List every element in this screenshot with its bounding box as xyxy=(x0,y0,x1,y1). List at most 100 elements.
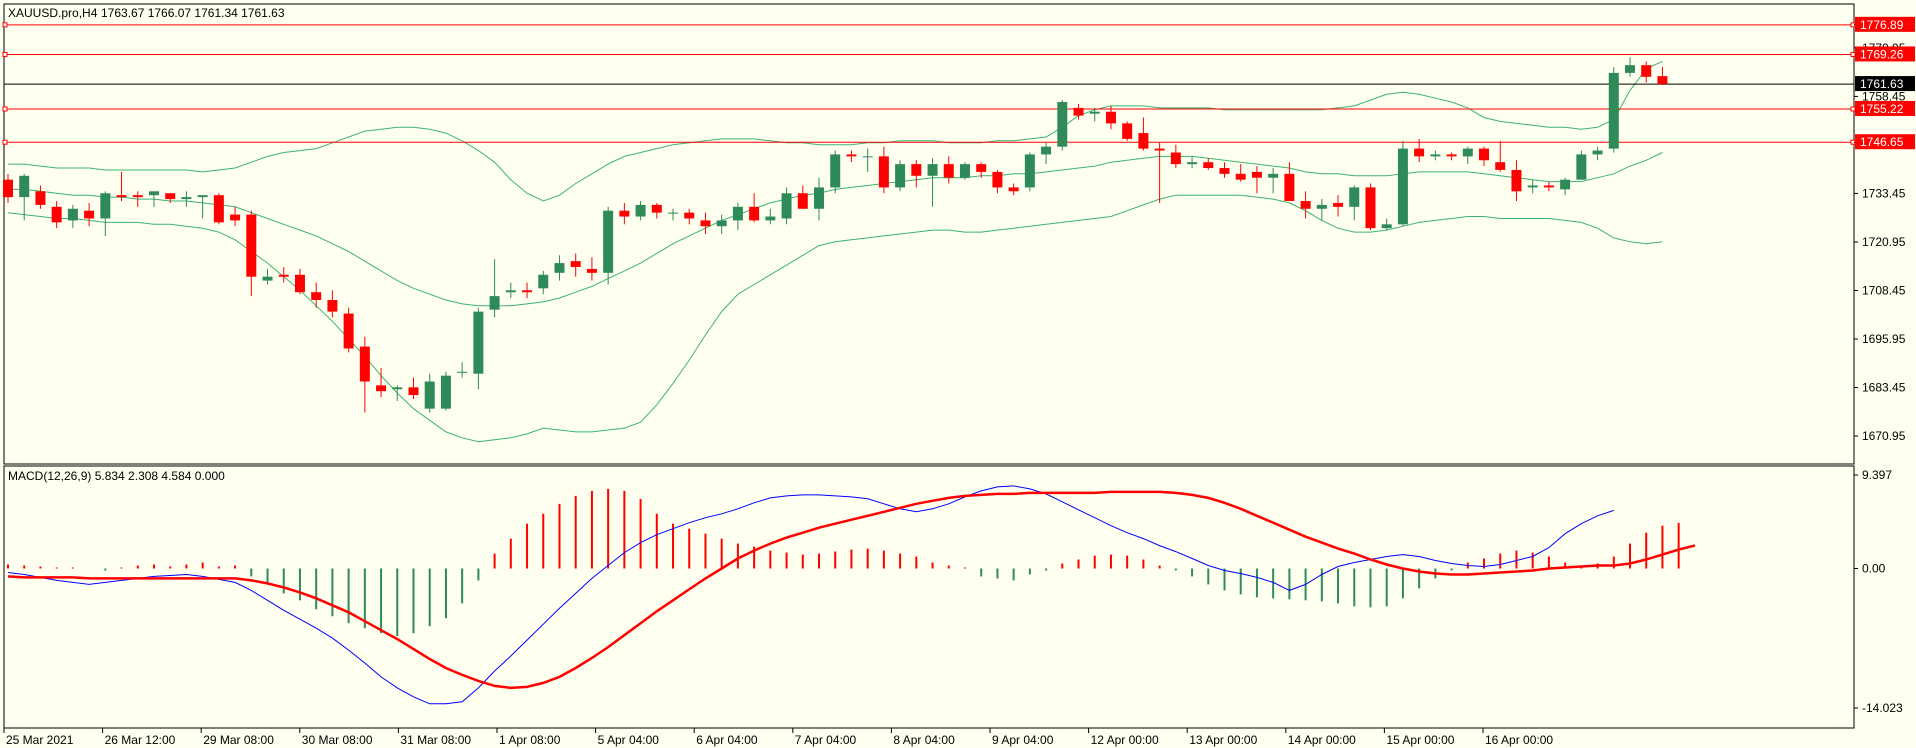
time-axis-label: 7 Apr 04:00 xyxy=(795,733,857,747)
candle-body xyxy=(651,204,662,213)
candle-body xyxy=(1479,148,1490,161)
candle-body xyxy=(1657,76,1668,85)
price-axis-label: 1670.95 xyxy=(1862,429,1906,443)
candle-body xyxy=(1560,179,1571,190)
macd-lines xyxy=(7,485,1696,705)
candle-body xyxy=(976,164,987,172)
candle-body xyxy=(165,193,176,200)
candle-body xyxy=(3,179,13,198)
candle-body xyxy=(262,276,273,281)
candle-body xyxy=(343,313,354,349)
candle-body xyxy=(959,164,970,178)
price-axis-label: 1708.45 xyxy=(1862,283,1906,297)
candle-body xyxy=(100,193,111,219)
candle-body xyxy=(814,187,824,209)
candle-body xyxy=(457,371,468,373)
price-level-handle xyxy=(1850,51,1856,57)
candle-body xyxy=(1203,162,1214,169)
candle-body xyxy=(1625,65,1635,73)
candle-body xyxy=(1462,148,1473,157)
time-axis-label: 25 Mar 2021 xyxy=(6,733,74,747)
candle-body xyxy=(1333,202,1344,207)
chart-ohlc-label: 1763.67 1766.07 1761.34 1761.63 xyxy=(101,6,285,20)
chart-symbol-label: XAUUSD.pro,H4 xyxy=(8,6,98,20)
macd-signal-line xyxy=(7,490,1696,690)
price-level-label-box xyxy=(1855,46,1915,62)
candle-body xyxy=(1316,204,1327,209)
candle-body xyxy=(51,206,62,223)
candle-body xyxy=(1089,111,1100,114)
candle-body xyxy=(327,299,338,312)
candle-body xyxy=(895,164,906,188)
time-axis-label: 29 Mar 08:00 xyxy=(203,733,274,747)
candle-body xyxy=(781,193,792,219)
horizontal-levels[interactable] xyxy=(2,22,1856,145)
bollinger-upper-line xyxy=(8,60,1663,202)
candle-body xyxy=(668,212,679,214)
candle-body xyxy=(197,195,208,198)
candle-body xyxy=(294,274,305,293)
time-axis-label: 16 Apr 00:00 xyxy=(1485,733,1553,747)
candle-body xyxy=(635,204,646,217)
price-panel-frame xyxy=(3,3,1855,465)
candle-body xyxy=(311,292,322,300)
candle-body xyxy=(1349,187,1360,207)
macd-axis-label: 9.397 xyxy=(1862,468,1892,482)
candle-body xyxy=(749,206,760,221)
candle-body xyxy=(586,268,597,273)
candle-body xyxy=(1608,72,1619,149)
macd-axis[interactable]: 9.397 0.00 -14.023 xyxy=(1854,468,1903,715)
candle-body xyxy=(376,385,387,392)
candle-body xyxy=(213,195,224,223)
candle-body xyxy=(992,171,1003,188)
price-level-handle xyxy=(2,139,8,145)
candle-body xyxy=(570,261,581,267)
candlesticks xyxy=(3,57,1668,413)
candle-body xyxy=(684,212,695,219)
price-level-label-box xyxy=(1855,134,1915,150)
candle-body xyxy=(473,311,484,374)
candle-body xyxy=(84,210,95,219)
candle-body xyxy=(522,290,533,293)
price-level-handle xyxy=(2,22,8,28)
candle-body xyxy=(424,381,435,409)
candle-body xyxy=(1251,171,1262,178)
macd-indicator-panel[interactable]: MACD(12,26,9) 5.834 2.308 4.584 0.000 xyxy=(3,465,1855,729)
candle-body xyxy=(846,154,857,157)
price-level-label: 1746.65 xyxy=(1860,135,1904,149)
candle-body xyxy=(1381,224,1392,229)
time-axis-label: 30 Mar 08:00 xyxy=(302,733,373,747)
candle-body xyxy=(359,346,370,382)
bid-price-label-box xyxy=(1855,76,1915,92)
candle-body xyxy=(1365,187,1376,229)
candle-body xyxy=(911,164,922,176)
price-level-label-box xyxy=(1855,16,1915,32)
candle-body xyxy=(116,195,127,198)
time-axis-label: 14 Apr 00:00 xyxy=(1288,733,1356,747)
macd-histogram xyxy=(7,488,1680,637)
candle-body xyxy=(505,290,516,293)
candle-body xyxy=(1511,169,1522,192)
candle-body xyxy=(1073,107,1084,116)
price-level-label: 1776.89 xyxy=(1860,18,1904,32)
price-axis[interactable]: 1776.891770.951758.451746.651733.451720.… xyxy=(1854,16,1915,443)
price-level-handle xyxy=(2,106,8,112)
candle-body xyxy=(732,206,743,221)
price-axis-label: 1695.95 xyxy=(1862,332,1906,346)
candle-body xyxy=(1641,65,1652,77)
candle-body xyxy=(554,263,565,273)
candle-body xyxy=(67,208,78,221)
candle-body xyxy=(1187,162,1198,165)
time-axis[interactable]: 25 Mar 2021 26 Mar 12:00 29 Mar 08:00 30 Ma… xyxy=(3,728,1553,747)
time-axis-label: 5 Apr 04:00 xyxy=(598,733,660,747)
macd-main-line xyxy=(7,485,1614,705)
candle-body xyxy=(1057,102,1068,147)
price-chart-panel[interactable]: XAUUSD.pro,H4 1763.67 1766.07 1761.34 17… xyxy=(2,3,1856,465)
candle-body xyxy=(943,164,954,178)
candle-body xyxy=(1170,152,1181,165)
time-axis-label: 15 Apr 00:00 xyxy=(1386,733,1454,747)
candle-body xyxy=(619,210,630,217)
candle-body xyxy=(716,220,727,227)
candle-body xyxy=(1235,173,1246,180)
